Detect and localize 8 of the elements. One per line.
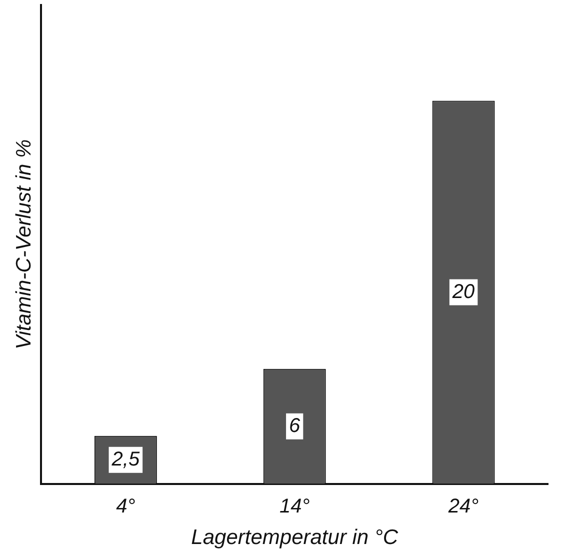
data-label: 20 — [451, 280, 475, 303]
x-tick-label: 4° — [116, 495, 136, 518]
data-label: 2,5 — [110, 448, 140, 470]
x-tick-label: 24° — [447, 495, 479, 518]
data-label: 6 — [289, 414, 302, 437]
x-tick-label: 14° — [279, 495, 310, 518]
y-axis-title: Vitamin-C-Verlust in % — [12, 139, 36, 350]
x-axis-title: Lagertemperatur in °C — [191, 526, 399, 550]
